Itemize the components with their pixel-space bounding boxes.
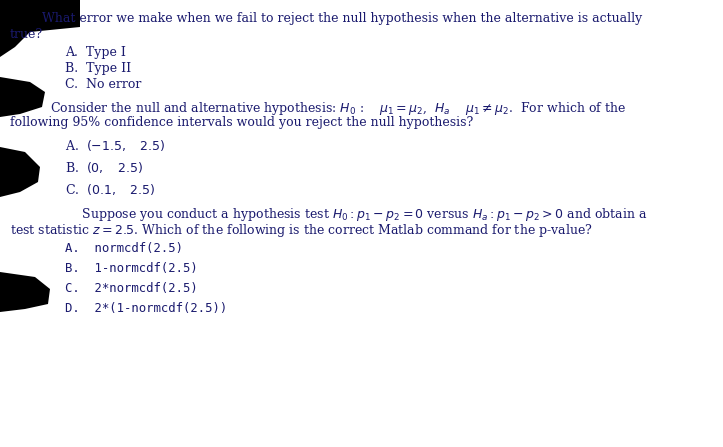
Polygon shape [0, 147, 40, 197]
Polygon shape [0, 272, 50, 312]
Text: true?: true? [10, 28, 43, 41]
Text: B.  $(0, \quad 2.5)$: B. $(0, \quad 2.5)$ [65, 160, 143, 175]
Text: B.  1-normcdf(2.5): B. 1-normcdf(2.5) [65, 262, 198, 275]
Text: A.  $(-1.5, \quad 2.5)$: A. $(-1.5, \quad 2.5)$ [65, 138, 166, 153]
Text: What error we make when we fail to reject the null hypothesis when the alternati: What error we make when we fail to rejec… [10, 12, 642, 25]
Text: Consider the null and alternative hypothesis: $H_0$ :    $\mu_1 = \mu_2$,  $H_a$: Consider the null and alternative hypoth… [50, 100, 626, 117]
Text: following 95% confidence intervals would you reject the null hypothesis?: following 95% confidence intervals would… [10, 116, 474, 129]
Text: C.  2*normcdf(2.5): C. 2*normcdf(2.5) [65, 282, 198, 295]
Text: A.  normcdf(2.5): A. normcdf(2.5) [65, 242, 183, 255]
Text: A.  Type I: A. Type I [65, 46, 126, 59]
Text: Suppose you conduct a hypothesis test $H_0 : p_1 - p_2 = 0$ versus $H_a : p_1 - : Suppose you conduct a hypothesis test $H… [50, 206, 647, 223]
Polygon shape [0, 0, 80, 57]
Text: B.  Type II: B. Type II [65, 62, 131, 75]
Text: D.  2*(1-normcdf(2.5)): D. 2*(1-normcdf(2.5)) [65, 302, 227, 315]
Polygon shape [0, 77, 45, 117]
Text: C.  $(0.1, \quad 2.5)$: C. $(0.1, \quad 2.5)$ [65, 182, 155, 197]
Text: C.  No error: C. No error [65, 78, 142, 91]
Text: test statistic $z = 2.5$. Which of the following is the correct Matlab command f: test statistic $z = 2.5$. Which of the f… [10, 222, 593, 239]
